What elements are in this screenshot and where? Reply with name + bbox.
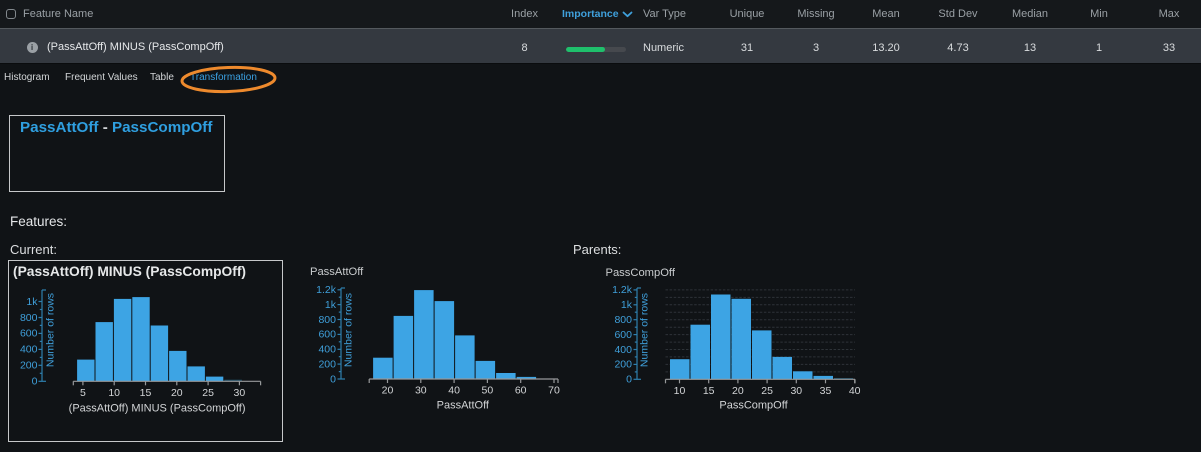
- svg-text:0: 0: [626, 374, 632, 386]
- svg-text:0: 0: [32, 376, 38, 388]
- svg-text:400: 400: [614, 344, 632, 356]
- svg-text:40: 40: [849, 385, 861, 397]
- svg-text:PassAttOff: PassAttOff: [310, 266, 364, 278]
- svg-text:35: 35: [820, 385, 832, 397]
- svg-text:1k: 1k: [325, 299, 337, 311]
- svg-text:70: 70: [548, 385, 560, 397]
- svg-text:10: 10: [674, 385, 686, 397]
- svg-text:15: 15: [703, 385, 715, 397]
- svg-text:20: 20: [732, 385, 744, 397]
- svg-text:5: 5: [80, 387, 86, 399]
- svg-text:50: 50: [482, 385, 494, 397]
- svg-text:800: 800: [614, 314, 632, 326]
- svg-text:15: 15: [140, 387, 152, 399]
- svg-text:0: 0: [330, 373, 336, 385]
- svg-text:Number of rows: Number of rows: [639, 293, 651, 367]
- svg-text:Number of rows: Number of rows: [45, 293, 57, 367]
- svg-text:800: 800: [318, 314, 336, 326]
- svg-text:30: 30: [790, 385, 802, 397]
- svg-text:600: 600: [318, 329, 336, 341]
- svg-text:200: 200: [318, 358, 336, 370]
- svg-text:(PassAttOff) MINUS (PassCompOf: (PassAttOff) MINUS (PassCompOff): [69, 403, 246, 415]
- svg-text:60: 60: [515, 385, 527, 397]
- svg-text:1.2k: 1.2k: [612, 284, 633, 296]
- svg-text:25: 25: [202, 387, 214, 399]
- svg-text:PassCompOff: PassCompOff: [719, 400, 788, 412]
- svg-text:30: 30: [234, 387, 246, 399]
- svg-text:PassCompOff: PassCompOff: [606, 267, 676, 279]
- svg-text:30: 30: [415, 385, 427, 397]
- svg-text:10: 10: [108, 387, 120, 399]
- svg-text:400: 400: [318, 344, 336, 356]
- svg-text:200: 200: [20, 360, 38, 372]
- svg-text:Number of rows: Number of rows: [343, 293, 355, 367]
- svg-text:200: 200: [614, 359, 632, 371]
- svg-text:40: 40: [448, 385, 460, 397]
- svg-text:20: 20: [382, 385, 394, 397]
- svg-text:PassAttOff: PassAttOff: [437, 400, 490, 412]
- svg-text:1.2k: 1.2k: [316, 284, 337, 296]
- svg-text:800: 800: [20, 312, 38, 324]
- svg-text:600: 600: [614, 329, 632, 341]
- svg-text:1k: 1k: [26, 296, 38, 308]
- svg-text:600: 600: [20, 328, 38, 340]
- svg-text:1k: 1k: [621, 299, 633, 311]
- svg-text:25: 25: [761, 385, 773, 397]
- svg-text:400: 400: [20, 344, 38, 356]
- svg-text:20: 20: [171, 387, 183, 399]
